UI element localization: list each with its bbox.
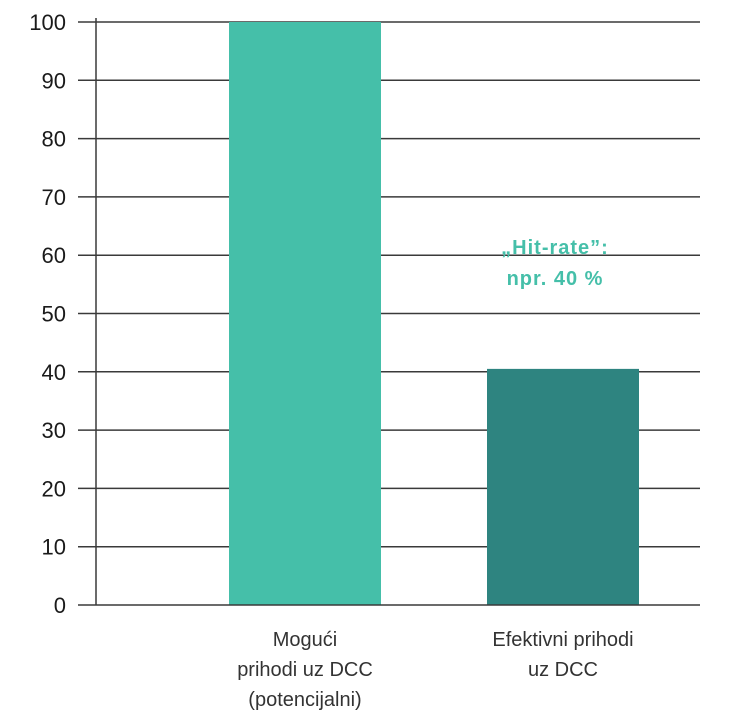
hit-rate-annotation: „Hit-rate”: npr. 40 % xyxy=(501,237,609,290)
y-tick-label-20: 20 xyxy=(42,476,66,501)
y-tick-label-10: 10 xyxy=(42,535,66,560)
y-tick-labels: 0 10 20 30 40 50 60 70 80 90 100 xyxy=(29,10,66,618)
y-tick-label-100: 100 xyxy=(29,10,66,35)
y-tick-label-60: 60 xyxy=(42,243,66,268)
y-tick-label-90: 90 xyxy=(42,68,66,93)
x-category-label-2: Efektivni prihodi uz DCC xyxy=(492,629,633,681)
y-tick-label-70: 70 xyxy=(42,185,66,210)
bar-2 xyxy=(487,369,639,605)
y-tick-label-30: 30 xyxy=(42,418,66,443)
x-category-label-1: Mogući prihodi uz DCC (potencijalni) xyxy=(237,629,373,711)
y-tick-label-50: 50 xyxy=(42,302,66,327)
x-category-labels: Mogući prihodi uz DCC (potencijalni) Efekti… xyxy=(237,629,633,711)
y-tick-label-80: 80 xyxy=(42,127,66,152)
bar-1 xyxy=(229,22,381,605)
y-tick-label-0: 0 xyxy=(54,593,66,618)
y-tick-label-40: 40 xyxy=(42,360,66,385)
